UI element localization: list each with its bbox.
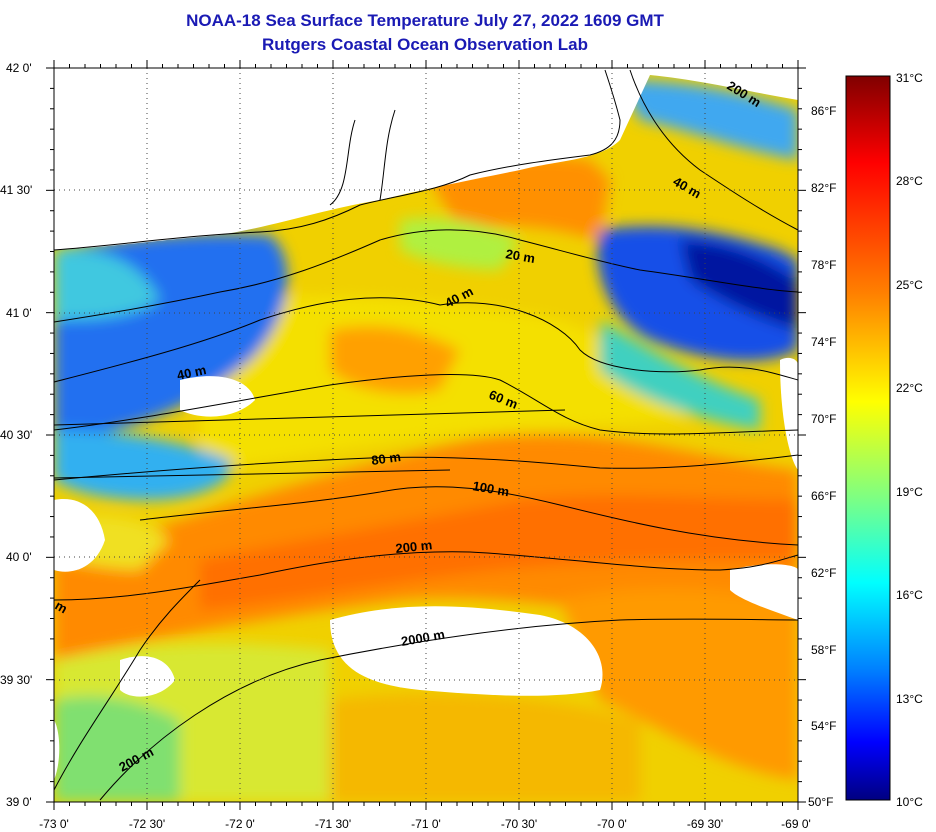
contour-80m xyxy=(54,454,798,481)
bathymetry-contours xyxy=(54,69,798,801)
coastline xyxy=(54,69,621,251)
lat-label-40-30: 40 30' xyxy=(0,428,32,442)
contour-40m xyxy=(54,297,798,383)
contour-label-40m-west: 40 m xyxy=(176,362,208,383)
c-label-10: 10°C xyxy=(896,795,923,809)
f-label-54: 54°F xyxy=(811,719,836,733)
c-label-13: 13°C xyxy=(896,692,923,706)
longitude-labels: -73 0' -72 30' -72 0' -71 30' -71 0' -70… xyxy=(39,817,811,831)
contour-200m xyxy=(54,551,798,601)
contour-2000m xyxy=(99,618,798,801)
contour-60m xyxy=(54,374,798,435)
f-label-70: 70°F xyxy=(811,412,836,426)
lat-label-41: 41 0' xyxy=(6,306,32,320)
c-label-31: 31°C xyxy=(896,71,923,85)
lon-label-71: -71 0' xyxy=(411,817,441,831)
contour-label-100m: 100 m xyxy=(471,478,510,499)
c-label-16: 16°C xyxy=(896,588,923,602)
c-label-22: 22°C xyxy=(896,381,923,395)
lon-label-70-30: -70 30' xyxy=(501,817,537,831)
contour-label-20m: 20 m xyxy=(504,246,536,266)
lat-label-39: 39 0' xyxy=(6,795,32,809)
colorbar xyxy=(845,75,891,801)
contour-20m xyxy=(54,229,798,323)
map-subtitle: Rutgers Coastal Ocean Observation Lab xyxy=(262,35,588,54)
lon-label-72-30: -72 30' xyxy=(129,817,165,831)
c-label-19: 19°C xyxy=(896,485,923,499)
latitude-labels: 42 0' 41 30' 41 0' 40 30' 40 0' 39 30' 3… xyxy=(0,61,32,809)
f-label-58: 58°F xyxy=(811,643,836,657)
c-label-25: 25°C xyxy=(896,278,923,292)
lon-label-72: -72 0' xyxy=(225,817,255,831)
f-label-78: 78°F xyxy=(811,258,836,272)
celsius-scale: 31°C 28°C 25°C 22°C 19°C 16°C 13°C 10°C xyxy=(896,71,923,809)
lon-label-73: -73 0' xyxy=(39,817,69,831)
c-label-28: 28°C xyxy=(896,174,923,188)
lat-label-42: 42 0' xyxy=(6,61,32,75)
f-label-50: 50°F xyxy=(808,795,833,809)
fahrenheit-scale: 86°F 82°F 78°F 74°F 70°F 66°F 62°F 58°F … xyxy=(808,104,836,809)
graticule xyxy=(54,68,798,802)
f-label-74: 74°F xyxy=(811,335,836,349)
contour-100m xyxy=(139,486,798,546)
f-label-62: 62°F xyxy=(811,566,836,580)
lon-label-69-30: -69 30' xyxy=(687,817,723,831)
map-title: NOAA-18 Sea Surface Temperature July 27,… xyxy=(186,11,664,30)
f-label-82: 82°F xyxy=(811,181,836,195)
lat-label-39-30: 39 30' xyxy=(0,673,32,687)
f-label-86: 86°F xyxy=(811,104,836,118)
contour-label-200m: 200 m xyxy=(395,537,433,556)
f-label-66: 66°F xyxy=(811,489,836,503)
lat-label-41-30: 41 30' xyxy=(0,183,32,197)
lat-label-40: 40 0' xyxy=(6,550,32,564)
lon-label-70: -70 0' xyxy=(597,817,627,831)
contour-label-80m: 80 m xyxy=(370,449,401,468)
lon-label-69: -69 0' xyxy=(781,817,811,831)
lon-label-71-30: -71 30' xyxy=(315,817,351,831)
frame-ticks xyxy=(46,60,806,810)
